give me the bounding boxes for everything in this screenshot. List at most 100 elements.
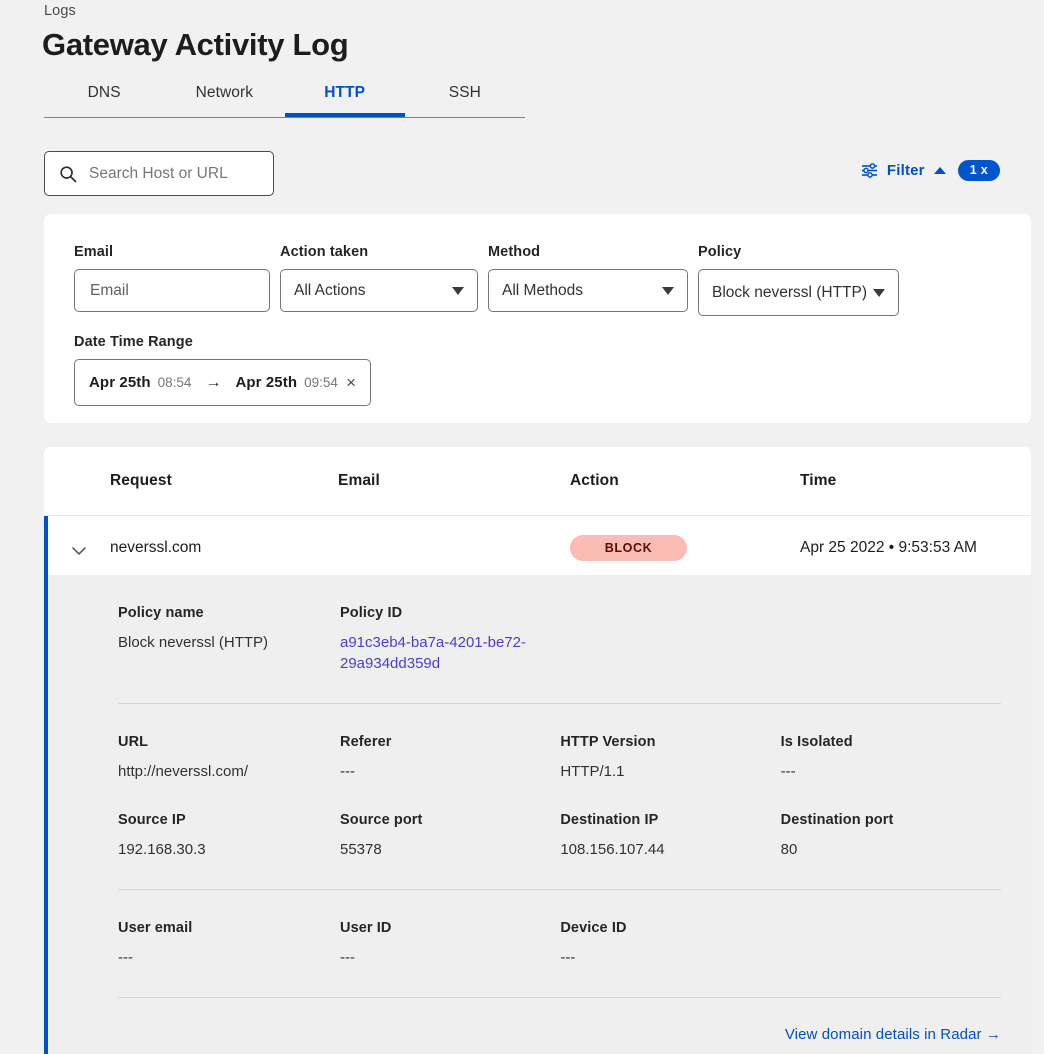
detail-label-policy-id: Policy ID [340,605,403,621]
field-action-taken: Action taken All Actions [280,244,488,316]
detail-label-referer: Referer [340,734,392,750]
detail-field-user-id: User ID --- [340,920,560,968]
detail-field-source-port: Source port 55378 [340,812,560,860]
detail-field-policy-id: Policy ID a91c3eb4-ba7a-4201-be72-29a934… [340,605,550,674]
detail-field-policy-name: Policy name Block neverssl (HTTP) [118,605,340,674]
field-method: Method All Methods [488,244,698,316]
detail-value-destination-port: 80 [780,841,798,858]
search-box[interactable] [44,151,274,196]
detail-group-identity: User email --- User ID --- Device ID ---… [118,890,1001,1043]
detail-value-source-ip: 192.168.30.3 [118,841,206,858]
detail-label-destination-port: Destination port [780,812,894,828]
status-badge: BLOCK [570,535,687,561]
action-taken-value: All Actions [294,281,366,299]
detail-field-referer: Referer --- [340,734,560,782]
chevron-up-icon [933,166,946,174]
divider [118,889,1001,890]
tab-ssh[interactable]: SSH [448,84,481,101]
detail-field-is-isolated: Is Isolated --- [781,734,1001,782]
detail-group-network: Source IP 192.168.30.3 Source port 55378… [118,782,1001,890]
detail-label-user-id: User ID [340,920,392,936]
detail-field-url: URL http://neverssl.com/ [118,734,340,782]
policy-select[interactable]: Block neverssl (HTTP) [698,269,899,316]
detail-field-user-email: User email --- [118,920,340,968]
date-range-start-date: Apr 25th [89,374,151,391]
policy-id-link[interactable]: a91c3eb4-ba7a-4201-be72-29a934dd359d [340,634,526,672]
tab-dns[interactable]: DNS [87,84,121,101]
field-email: Email [74,244,280,316]
breadcrumb[interactable]: Logs [44,3,76,19]
detail-field-destination-ip: Destination IP 108.156.107.44 [560,812,780,860]
row-detail-panel: Policy name Block neverssl (HTTP) Policy… [44,575,1031,1054]
filter-panel: Email Action taken All Actions Method Al… [44,214,1031,423]
policy-value: Block neverssl (HTTP) [712,283,868,301]
detail-value-source-port: 55378 [340,841,382,858]
detail-label-source-ip: Source IP [118,812,186,828]
detail-spacer [776,605,1002,674]
detail-group-policy: Policy name Block neverssl (HTTP) Policy… [118,575,1001,704]
detail-field-source-ip: Source IP 192.168.30.3 [118,812,340,860]
cell-request: neverssl.com [110,539,202,556]
log-type-tabs: DNS Network HTTP SSH [44,74,525,118]
detail-value-device-id: --- [560,949,576,966]
detail-field-device-id: Device ID --- [560,920,780,968]
action-taken-select[interactable]: All Actions [280,269,478,312]
date-range-start-time: 08:54 [157,375,192,390]
detail-field-http-version: HTTP Version HTTP/1.1 [560,734,780,782]
detail-label-http-version: HTTP Version [560,734,656,750]
detail-field-destination-port: Destination port 80 [781,812,1001,860]
detail-value-referer: --- [340,763,355,780]
detail-label-url: URL [118,734,149,750]
detail-label-device-id: Device ID [560,920,627,936]
detail-label-user-email: User email [118,920,193,936]
tab-http[interactable]: HTTP [284,74,406,117]
field-label-date-time-range: Date Time Range [74,334,193,350]
search-icon [59,165,77,183]
filter-fields-row: Email Action taken All Actions Method Al… [44,214,1031,316]
method-select[interactable]: All Methods [488,269,688,312]
detail-label-source-port: Source port [340,812,423,828]
column-header-time: Time [800,472,837,489]
page-title: Gateway Activity Log [42,27,349,62]
column-header-email: Email [338,472,380,489]
chevron-down-icon [71,543,87,555]
view-domain-details-link[interactable]: View domain details in Radar → [784,1026,1001,1043]
date-time-range-picker[interactable]: Apr 25th 08:54 → Apr 25th 09:54 × [74,359,371,406]
detail-value-http-version: HTTP/1.1 [560,763,625,780]
cell-time: Apr 25 2022 • 9:53:53 AM [800,539,977,556]
detail-label-is-isolated: Is Isolated [780,734,853,750]
email-filter-input[interactable] [88,280,256,301]
filter-toggle[interactable]: Filter 1 x [861,160,1000,181]
field-label-policy: Policy [698,244,742,260]
detail-value-is-isolated: --- [780,763,796,780]
table-header-row: Request Email Action Time [44,447,1031,516]
column-header-action: Action [570,472,619,489]
search-input[interactable] [87,163,263,184]
column-header-request: Request [110,472,172,489]
close-icon[interactable]: × [346,373,356,392]
filter-count-badge[interactable]: 1 x [957,160,1000,181]
arrow-right-icon: → [205,373,222,391]
chevron-down-icon [662,286,674,295]
filter-label: Filter [886,162,925,179]
field-label-action-taken: Action taken [280,244,369,260]
date-range-end-date: Apr 25th [235,374,298,391]
chevron-down-icon [873,288,885,297]
method-value: All Methods [502,281,583,299]
sliders-icon [861,162,878,179]
field-label-email: Email [74,244,114,260]
row-expand-toggle[interactable] [48,543,110,555]
detail-label-policy-name: Policy name [118,605,204,621]
email-filter-input-wrap[interactable] [74,269,270,312]
chevron-down-icon [452,286,464,295]
tab-network[interactable]: Network [195,84,254,101]
divider [118,703,1001,704]
field-date-time-range: Date Time Range Apr 25th 08:54 → Apr 25t… [44,316,1031,406]
detail-value-user-email: --- [118,949,133,966]
divider [118,997,1001,998]
table-row[interactable]: neverssl.com BLOCK Apr 25 2022 • 9:53:53… [44,516,1031,580]
detail-value-url: http://neverssl.com/ [118,763,249,780]
field-policy: Policy Block neverssl (HTTP) [698,244,899,316]
detail-group-request: URL http://neverssl.com/ Referer --- HTT… [118,704,1001,782]
